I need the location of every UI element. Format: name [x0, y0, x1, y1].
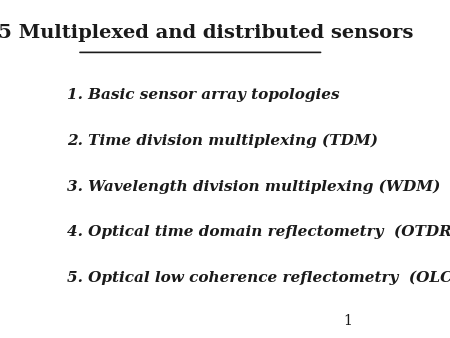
Text: 4. Optical time domain reflectometry  (OTDR): 4. Optical time domain reflectometry (OT… [68, 225, 450, 239]
Text: 2. Time division multiplexing (TDM): 2. Time division multiplexing (TDM) [68, 134, 378, 148]
Text: 3. Wavelength division multiplexing (WDM): 3. Wavelength division multiplexing (WDM… [68, 179, 441, 194]
Text: 1. Basic sensor array topologies: 1. Basic sensor array topologies [68, 88, 340, 102]
Text: 1: 1 [344, 314, 352, 328]
Text: 5. Optical low coherence reflectometry  (OLCR): 5. Optical low coherence reflectometry (… [68, 270, 450, 285]
Text: §5 Multiplexed and distributed sensors: §5 Multiplexed and distributed sensors [0, 24, 413, 42]
